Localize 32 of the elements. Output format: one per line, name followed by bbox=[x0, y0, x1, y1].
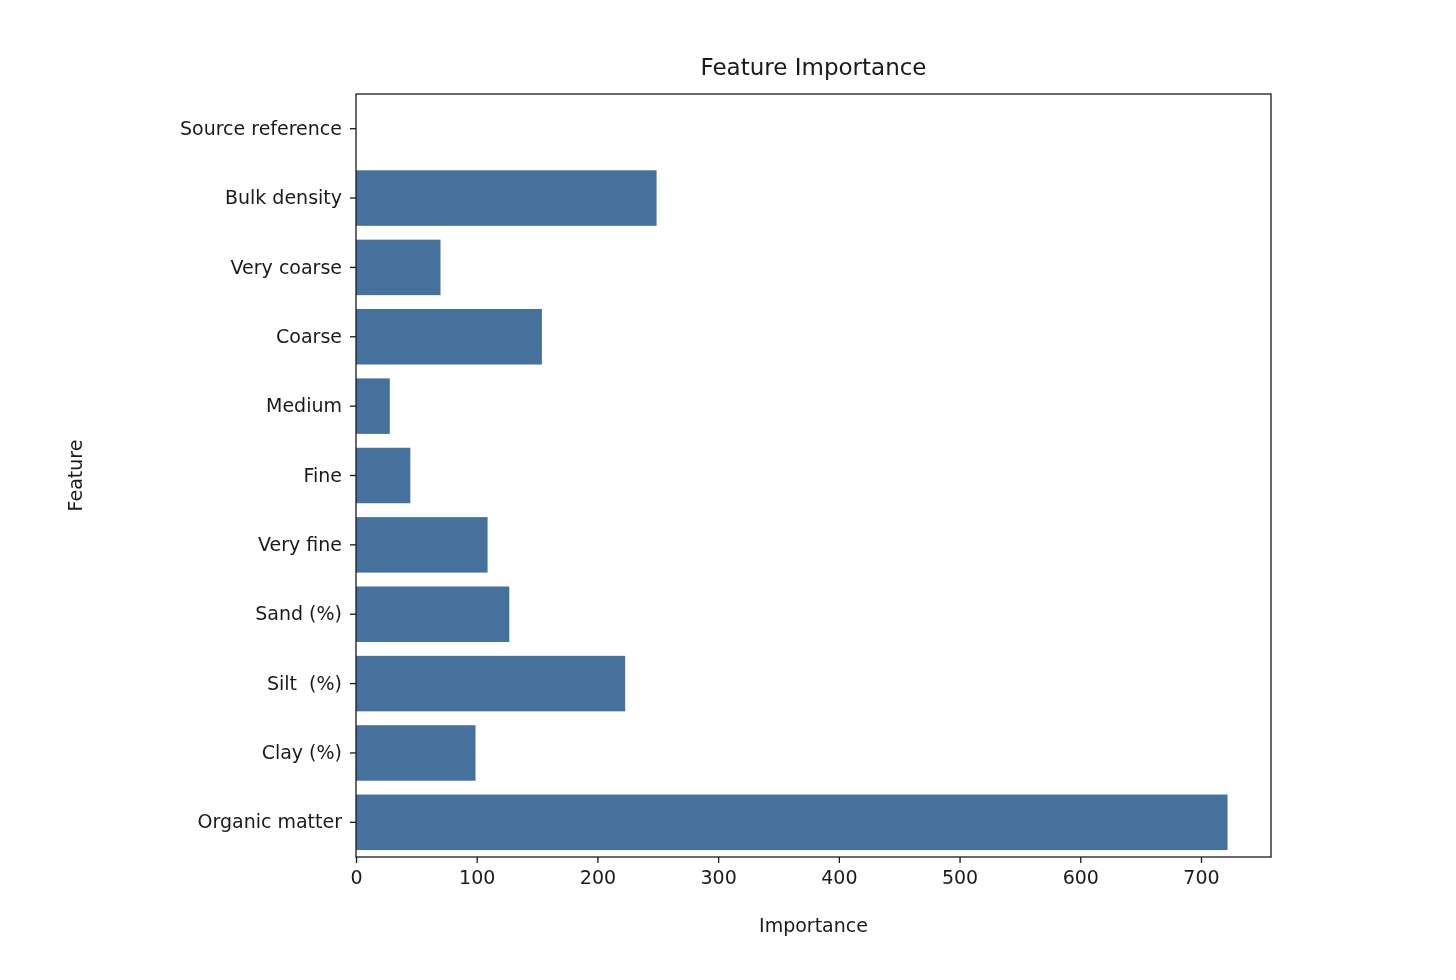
x-tick-label: 700 bbox=[1183, 866, 1220, 889]
bar bbox=[356, 725, 476, 781]
y-tick-label: Very coarse bbox=[230, 255, 342, 278]
x-tick-label: 500 bbox=[941, 866, 979, 889]
y-tick-label: Source reference bbox=[179, 116, 342, 139]
x-tick-label: 100 bbox=[459, 866, 496, 889]
bar bbox=[356, 586, 510, 642]
y-tick-label: Fine bbox=[303, 463, 342, 486]
bar bbox=[356, 309, 542, 365]
bar bbox=[356, 239, 441, 296]
y-tick-label: Bulk density bbox=[224, 186, 342, 209]
bar bbox=[356, 378, 390, 434]
x-tick-label: 300 bbox=[700, 866, 737, 889]
x-tick-label: 200 bbox=[579, 866, 617, 889]
bar bbox=[356, 655, 626, 712]
y-tick-label: Organic matter bbox=[197, 810, 343, 833]
bar bbox=[356, 794, 1228, 851]
y-axis-title: Feature bbox=[64, 439, 86, 512]
y-tick-label: Silt (%) bbox=[266, 671, 342, 694]
y-tick-label: Coarse bbox=[276, 324, 342, 347]
y-tick-label: Clay (%) bbox=[261, 741, 342, 764]
y-tick-label: Medium bbox=[266, 394, 342, 417]
x-tick-label: 400 bbox=[821, 866, 858, 889]
x-tick-label: 0 bbox=[350, 866, 363, 889]
chart-title: Feature Importance bbox=[700, 54, 927, 80]
y-tick-label: Sand (%) bbox=[255, 602, 342, 625]
bar bbox=[356, 517, 488, 573]
x-axis-title: Importance bbox=[759, 914, 868, 936]
bar bbox=[356, 170, 657, 226]
y-tick-label: Very fine bbox=[257, 532, 342, 555]
bar bbox=[356, 447, 411, 504]
x-tick-label: 600 bbox=[1062, 866, 1099, 889]
